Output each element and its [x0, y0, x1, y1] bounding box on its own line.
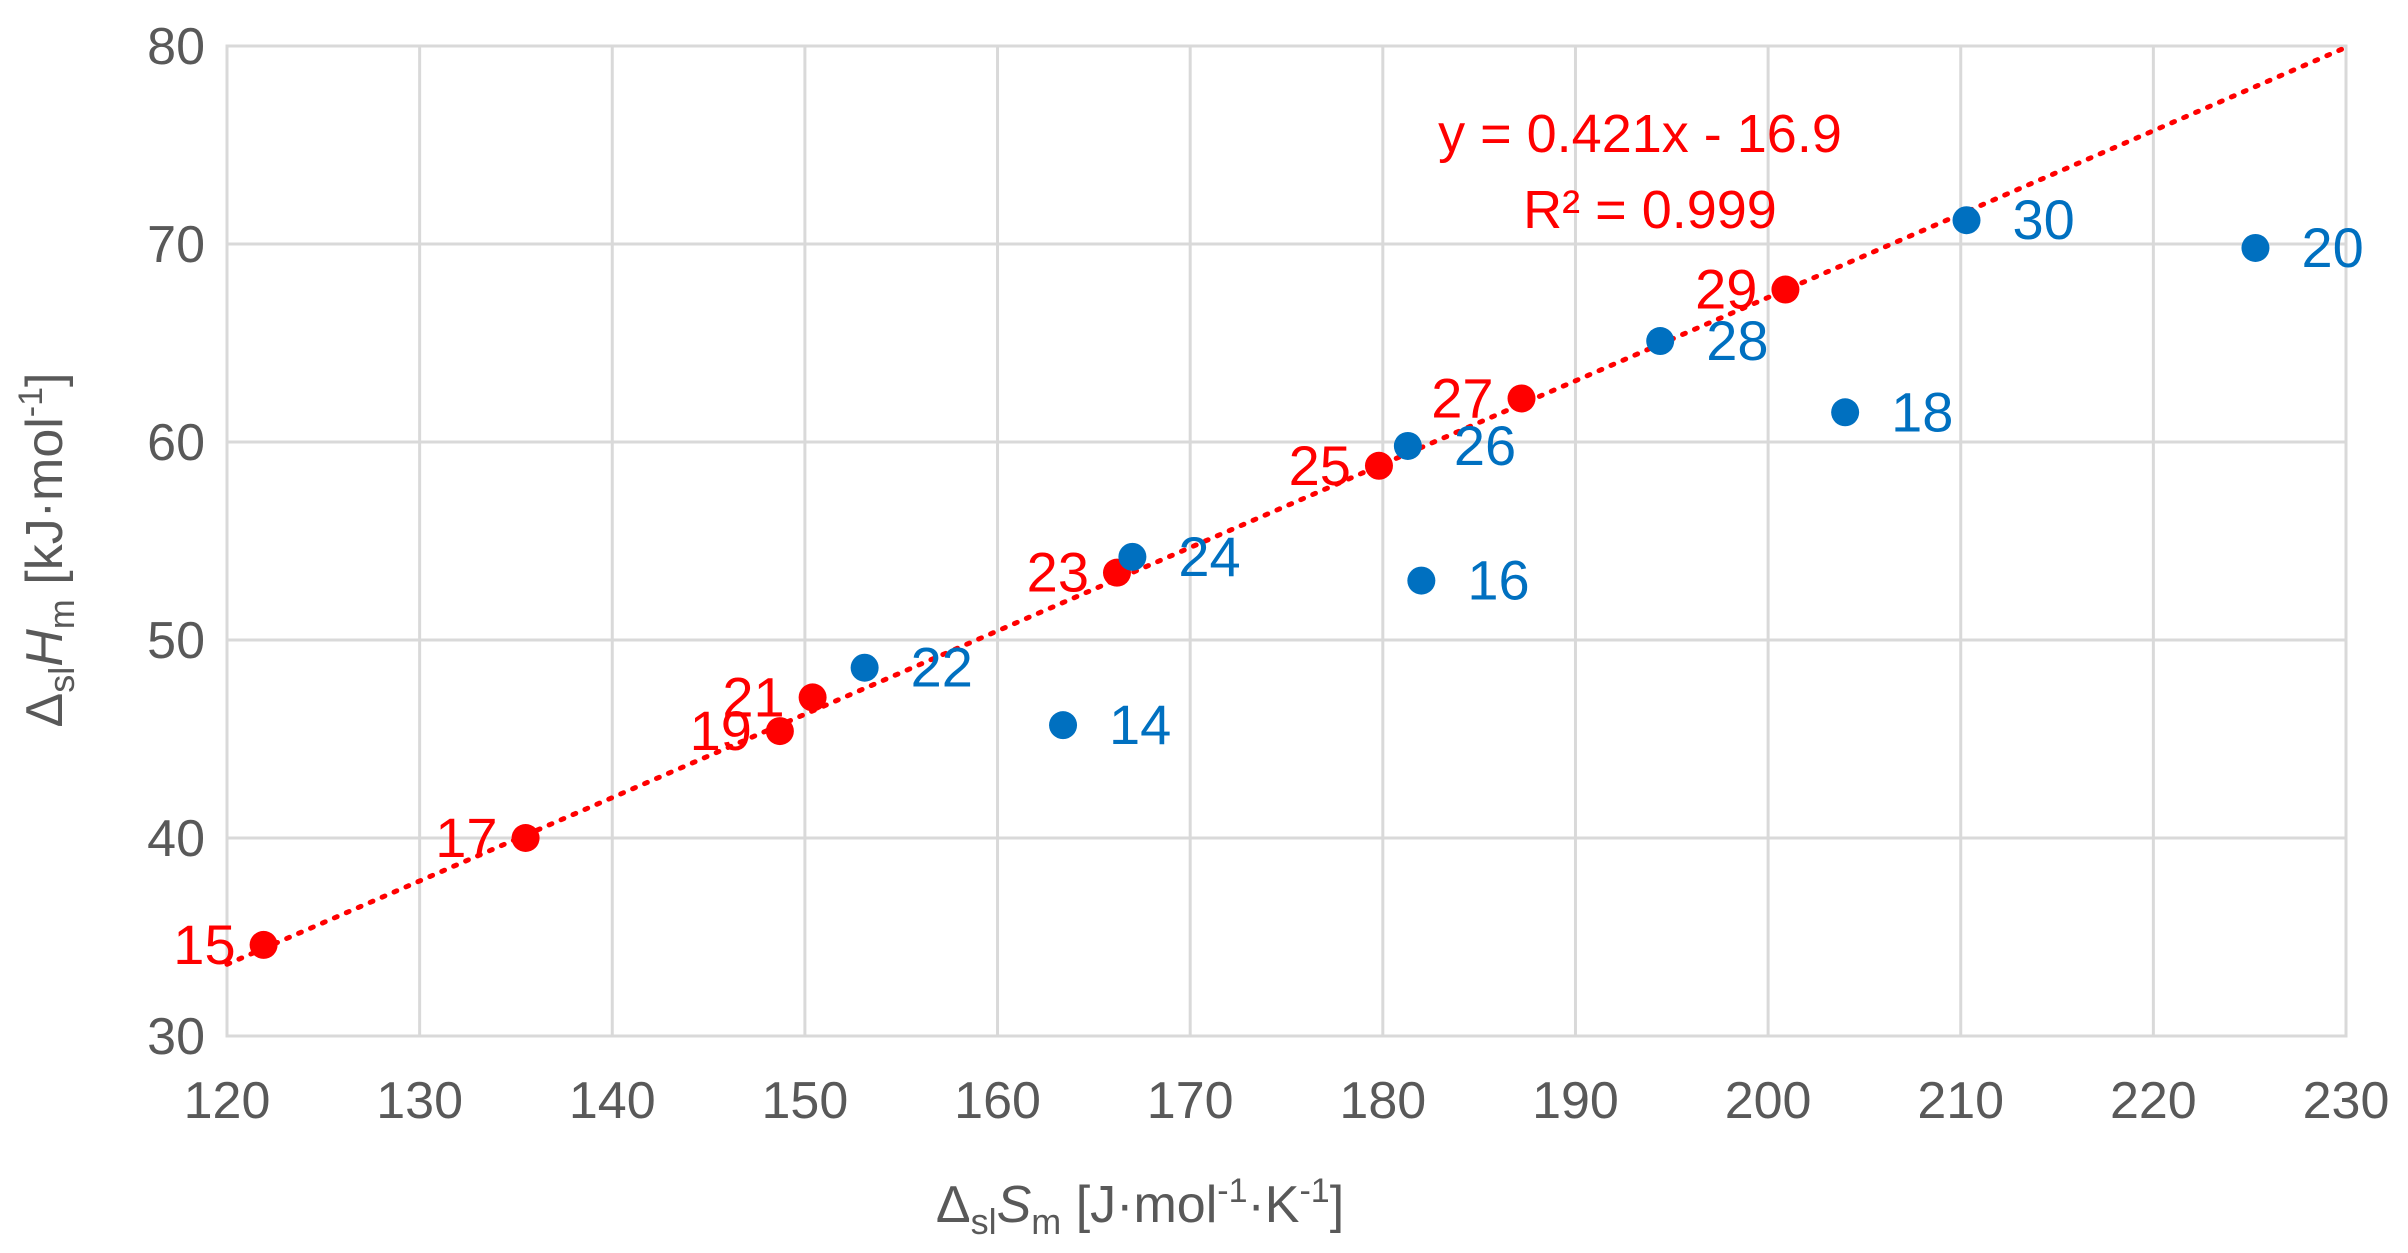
data-label-17: 17 — [435, 806, 497, 869]
y-tick-label: 40 — [147, 810, 205, 868]
data-point-16 — [1407, 566, 1436, 595]
data-label-27: 27 — [1431, 366, 1493, 429]
x-tick-label: 130 — [376, 1072, 463, 1130]
data-point-30 — [1952, 206, 1981, 235]
x-axis-label: ΔslSm [J·mol-1·K-1] — [936, 1172, 1344, 1242]
trendline-equation: y = 0.421x - 16.9 — [1438, 104, 1842, 164]
x-tick-label: 230 — [2303, 1072, 2390, 1130]
data-point-15 — [249, 930, 278, 959]
y-tick-labels: 30 40 50 60 70 80 — [147, 18, 205, 1066]
data-label-30: 30 — [2013, 188, 2075, 251]
data-point-28 — [1646, 327, 1675, 356]
x-tick-labels: 120 130 140 150 160 170 180 190 200 210 220 230 — [184, 1072, 2390, 1130]
y-tick-label: 50 — [147, 612, 205, 670]
x-tick-label: 120 — [184, 1072, 271, 1130]
data-point-25 — [1364, 451, 1393, 480]
data-label-18: 18 — [1891, 380, 1953, 443]
data-points — [249, 206, 2270, 959]
x-tick-label: 210 — [1917, 1072, 2004, 1130]
data-point-19 — [765, 717, 794, 746]
plot-frame — [225, 44, 2348, 1038]
data-point-21 — [798, 683, 827, 712]
data-label-28: 28 — [1706, 309, 1768, 372]
y-tick-label: 60 — [147, 414, 205, 472]
data-label-15: 15 — [173, 913, 235, 976]
trendline-r-squared: R² = 0.999 — [1523, 180, 1777, 240]
data-label-29: 29 — [1695, 258, 1757, 321]
data-label-19: 19 — [690, 699, 752, 762]
x-tick-label: 150 — [762, 1072, 849, 1130]
data-label-22: 22 — [911, 636, 973, 699]
data-label-20: 20 — [2301, 216, 2363, 279]
data-point-29 — [1771, 275, 1800, 304]
x-tick-label: 190 — [1532, 1072, 1619, 1130]
data-label-26: 26 — [1454, 414, 1516, 477]
data-point-24 — [1118, 542, 1147, 571]
y-tick-label: 30 — [147, 1008, 205, 1066]
x-tick-label: 170 — [1147, 1072, 1234, 1130]
data-point-14 — [1049, 711, 1078, 740]
data-label-23: 23 — [1027, 541, 1089, 604]
data-label-25: 25 — [1289, 434, 1351, 497]
data-point-26 — [1393, 431, 1422, 460]
data-point-17 — [511, 824, 540, 852]
y-axis-label: ΔslHm [kJ·mol-1] — [12, 373, 82, 728]
data-point-27 — [1507, 384, 1536, 413]
x-tick-label: 160 — [954, 1072, 1041, 1130]
data-point-22 — [850, 653, 879, 682]
data-point-18 — [1831, 398, 1860, 427]
y-tick-label: 80 — [147, 18, 205, 76]
data-label-14: 14 — [1109, 693, 1171, 756]
x-tick-label: 180 — [1339, 1072, 1426, 1130]
data-label-24: 24 — [1178, 525, 1240, 588]
data-label-16: 16 — [1467, 549, 1529, 612]
trendline — [224, 44, 2349, 967]
x-tick-label: 140 — [569, 1072, 656, 1130]
x-tick-label: 200 — [1725, 1072, 1812, 1130]
data-point-20 — [2241, 233, 2270, 262]
data-label-21: 21 — [722, 665, 784, 728]
y-tick-label: 70 — [147, 216, 205, 274]
x-tick-label: 220 — [2110, 1072, 2197, 1130]
